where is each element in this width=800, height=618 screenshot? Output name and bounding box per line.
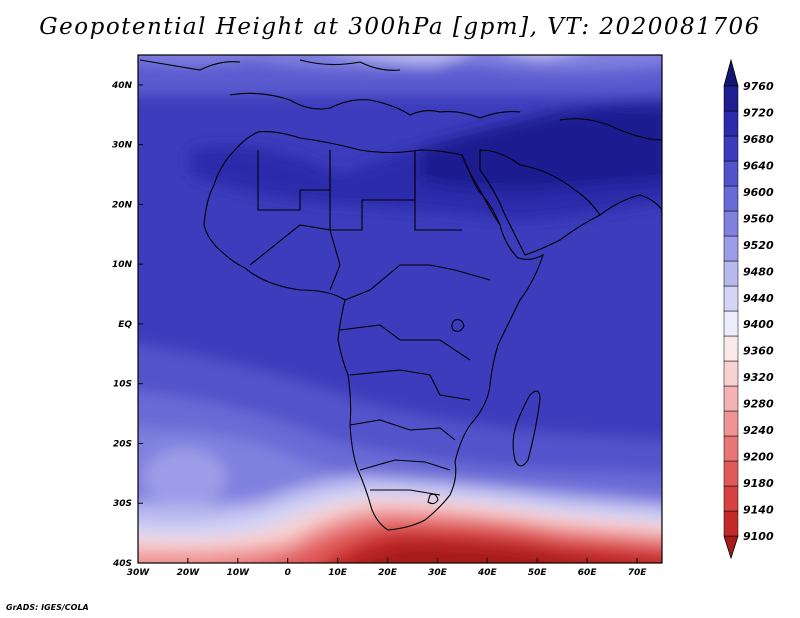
lon-tick-label: 60E xyxy=(578,568,598,578)
colorbar-label: 9140 xyxy=(743,504,774,517)
colorbar-label: 9640 xyxy=(743,159,774,172)
colorbar-segment xyxy=(723,110,739,137)
colorbar-segment xyxy=(723,410,739,437)
longitude-axis: 30W 20W 10W 0 10E 20E 30E 40E 50E 60E 70E xyxy=(127,558,647,578)
credit-label: GrADS: IGES/COLA xyxy=(6,603,89,612)
lon-tick-label: 30W xyxy=(127,568,151,578)
lat-tick-label: 10N xyxy=(112,260,133,270)
lat-tick-label: 40N xyxy=(111,81,133,91)
colorbar-label: 9200 xyxy=(743,451,774,464)
colorbar-segment xyxy=(723,260,739,287)
colorbar-label: 9680 xyxy=(743,133,774,146)
colorbar-label: 9720 xyxy=(743,106,774,119)
colorbar-segment xyxy=(723,285,739,312)
lon-tick-label: 10E xyxy=(328,568,348,578)
colorbar-segment xyxy=(723,135,739,162)
colorbar-label: 9240 xyxy=(743,424,774,437)
colorbar-segment xyxy=(723,185,739,212)
colorbar-label: 9360 xyxy=(743,345,774,358)
colorbar-segment xyxy=(723,510,739,537)
colorbar-segment xyxy=(723,160,739,187)
colorbar-label: 9180 xyxy=(743,477,774,490)
colorbar-segment xyxy=(723,485,739,512)
colorbar: 9100 9140 9180 9200 9240 9280 9320 9360 9400 9440… xyxy=(723,58,774,560)
lat-tick-label: 30S xyxy=(113,499,132,509)
lat-tick-label: 20S xyxy=(113,439,132,449)
lon-tick-label: 40E xyxy=(477,568,498,578)
lat-tick-label: 10S xyxy=(113,380,132,390)
coastlines xyxy=(139,59,662,531)
colorbar-label: 9280 xyxy=(743,398,774,411)
lat-tick-label: 40S xyxy=(112,559,132,569)
map-title: Geopotential Height at 300hPa [gpm], VT:… xyxy=(39,14,761,40)
latitude-axis: 40S 30S 20S 10S EQ 10N 20N 30N 40N xyxy=(111,81,143,569)
colorbar-segment xyxy=(723,85,739,112)
colorbar-segment xyxy=(723,460,739,487)
colorbar-label: 9480 xyxy=(743,265,774,278)
colorbar-segment xyxy=(723,385,739,412)
colorbar-label: 9520 xyxy=(743,239,774,252)
lat-tick-label: 30N xyxy=(112,141,133,151)
colorbar-label: 9600 xyxy=(743,186,774,199)
lon-tick-label: 70E xyxy=(628,568,648,578)
colorbar-segment xyxy=(723,235,739,262)
colorbar-segment xyxy=(723,335,739,362)
lat-tick-label: EQ xyxy=(118,320,132,330)
colorbar-min-triangle xyxy=(723,535,739,560)
colorbar-label: 9560 xyxy=(743,212,774,225)
lat-tick-label: 20N xyxy=(112,200,133,210)
colorbar-label: 9320 xyxy=(743,371,774,384)
colorbar-label: 9760 xyxy=(743,80,774,93)
colorbar-segment xyxy=(723,435,739,462)
lon-tick-label: 30E xyxy=(428,568,448,578)
lon-tick-label: 10W xyxy=(227,568,251,578)
colorbar-max-triangle xyxy=(723,58,739,87)
colorbar-segment xyxy=(723,310,739,337)
plot-frame xyxy=(137,54,663,564)
height-field xyxy=(138,55,662,563)
colorbar-label: 9100 xyxy=(743,530,774,543)
lon-tick-label: 20W xyxy=(177,568,201,578)
colorbar-segment xyxy=(723,210,739,237)
lon-tick-label: 50E xyxy=(528,568,548,578)
lon-tick-label: 0 xyxy=(285,568,291,578)
colorbar-label: 9440 xyxy=(743,292,774,305)
colorbar-segment xyxy=(723,360,739,387)
lon-tick-label: 20E xyxy=(378,568,398,578)
colorbar-label: 9400 xyxy=(743,318,774,331)
